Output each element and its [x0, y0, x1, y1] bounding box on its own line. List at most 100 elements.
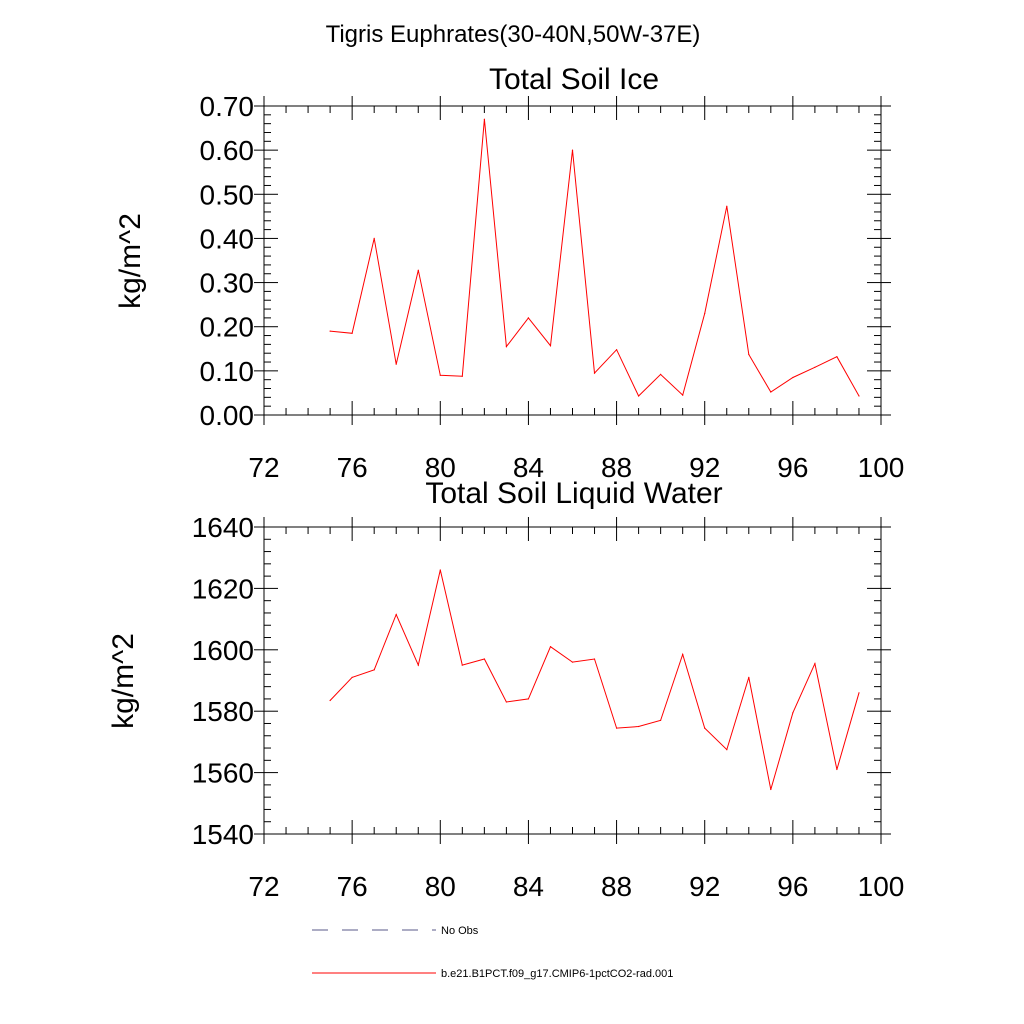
x-tick-label: 92 — [689, 452, 720, 483]
data-point — [814, 663, 816, 665]
data-point — [792, 712, 794, 714]
axis-ticks — [254, 96, 891, 425]
x-tick-label: 84 — [513, 452, 544, 483]
data-point — [549, 345, 552, 347]
y-tick-label: 1600 — [192, 635, 254, 666]
data-point — [660, 373, 662, 375]
legend-label-model: b.e21.B1PCT.f09_g17.CMIP6-1pctCO2-rad.00… — [441, 968, 673, 980]
x-tick-label: 76 — [337, 452, 368, 483]
chart-title: Total Soil Liquid Water — [425, 477, 722, 510]
data-point — [726, 749, 728, 751]
data-point — [593, 658, 596, 660]
data-point — [660, 719, 662, 722]
data-point — [483, 658, 485, 660]
data-point — [616, 349, 618, 351]
y-tick-label: 0.00 — [200, 400, 255, 431]
y-tick-label: 1580 — [192, 696, 254, 727]
series-line — [329, 569, 860, 790]
y-tick-label: 0.40 — [200, 223, 255, 254]
data-point — [704, 312, 706, 315]
y-tick-label: 0.60 — [200, 135, 255, 166]
data-point — [527, 317, 530, 319]
data-point — [814, 366, 816, 368]
data-point — [593, 372, 596, 374]
data-point — [461, 664, 463, 666]
y-tick-label: 0.10 — [200, 356, 255, 387]
data-point — [704, 727, 706, 729]
data-point — [858, 692, 860, 694]
data-point — [351, 676, 353, 679]
data-point — [638, 725, 640, 728]
x-tick-label: 92 — [689, 871, 720, 902]
y-axis-label: kg/m^2 — [114, 213, 147, 309]
y-tick-label: 1640 — [192, 512, 254, 543]
legend-item-no-obs: No Obs — [312, 925, 479, 937]
data-point — [792, 376, 794, 379]
figure-suptitle: Tigris Euphrates(30-40N,50W-37E) — [326, 21, 701, 48]
y-tick-label: 0.20 — [200, 312, 255, 343]
data-point — [616, 727, 618, 729]
data-point — [483, 118, 485, 120]
data-point — [417, 664, 419, 666]
data-point — [682, 394, 684, 396]
chart-panel-soil-liquid-water: Total Soil Liquid Water kg/m^2 72 76 80 84 8… — [107, 477, 904, 902]
x-tick-label: 96 — [777, 871, 808, 902]
axis-ticks — [254, 517, 891, 844]
data-point — [373, 237, 375, 239]
data-point — [329, 330, 331, 332]
data-point — [549, 646, 552, 648]
chart-panel-soil-ice: Total Soil Ice kg/m^2 72 76 80 84 88 92 96 100 0… — [114, 63, 904, 483]
data-point — [505, 346, 507, 348]
y-tick-label: 0.30 — [200, 268, 255, 299]
legend: No Obs b.e21.B1PCT.f09_g17.CMIP6-1pctCO2… — [312, 925, 673, 980]
data-point — [836, 768, 838, 771]
data-series — [329, 118, 860, 397]
data-point — [571, 149, 574, 151]
series-line — [330, 119, 860, 397]
x-tick-label: 72 — [248, 871, 279, 902]
plot-frame — [263, 526, 882, 835]
data-point — [770, 391, 772, 393]
data-point — [682, 653, 684, 656]
x-tick-label: 96 — [777, 452, 808, 483]
axis-tick-labels: 72 76 80 84 88 92 96 100 0.00 0.10 0.20 0.30 0.40 0.5… — [200, 91, 905, 483]
data-point — [439, 569, 441, 571]
data-point — [571, 661, 574, 663]
data-series — [329, 569, 860, 791]
data-point — [461, 375, 463, 377]
x-tick-label: 80 — [425, 452, 456, 483]
data-point — [329, 699, 331, 702]
x-tick-label: 84 — [513, 871, 544, 902]
data-point — [395, 613, 397, 616]
x-tick-label: 88 — [601, 452, 632, 483]
y-tick-label: 0.50 — [200, 179, 255, 210]
x-tick-label: 88 — [601, 871, 632, 902]
data-point — [527, 698, 530, 700]
data-point — [505, 701, 507, 703]
y-tick-label: 1560 — [192, 758, 254, 789]
data-point — [748, 676, 750, 679]
x-tick-label: 100 — [858, 871, 905, 902]
y-tick-label: 0.70 — [200, 91, 255, 122]
data-point — [836, 356, 838, 358]
data-point — [417, 269, 419, 271]
y-tick-label: 1620 — [192, 573, 254, 604]
data-point — [439, 374, 441, 376]
data-point — [351, 332, 353, 334]
chart-title: Total Soil Ice — [489, 63, 659, 96]
x-tick-label: 100 — [858, 452, 905, 483]
x-tick-label: 80 — [425, 871, 456, 902]
data-point — [373, 669, 375, 671]
data-point — [748, 353, 750, 356]
data-point — [858, 395, 860, 397]
legend-item-model: b.e21.B1PCT.f09_g17.CMIP6-1pctCO2-rad.00… — [312, 968, 673, 980]
data-point — [638, 395, 640, 397]
legend-label-no-obs: No Obs — [441, 925, 479, 937]
y-tick-label: 1540 — [192, 819, 254, 850]
data-point — [395, 363, 397, 365]
axis-tick-labels: 72 76 80 84 88 92 96 100 1540 1560 1580 1600 1620 164… — [192, 512, 905, 902]
x-tick-label: 76 — [337, 871, 368, 902]
data-point — [770, 788, 772, 791]
y-axis-label: kg/m^2 — [107, 633, 140, 729]
